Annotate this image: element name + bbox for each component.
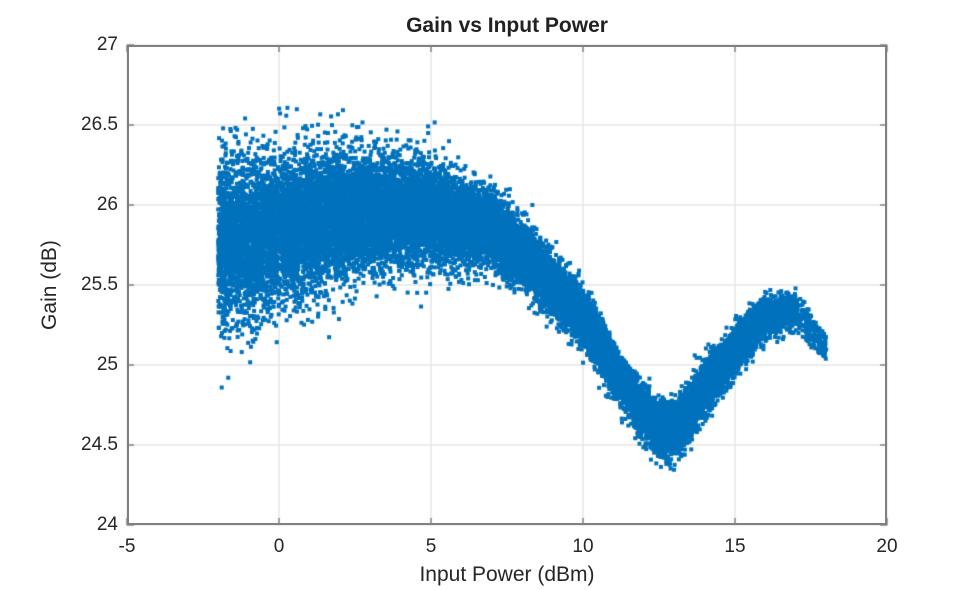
y-tick-label: 27 [96,34,118,55]
x-tick-label: 20 [876,536,898,557]
x-axis-label: Input Power (dBm) [419,563,595,586]
x-tick-label: 5 [425,536,437,557]
y-tick-label: 26.5 [81,114,118,135]
y-tick-label: 25.5 [81,274,118,295]
y-tick-label: 24 [96,514,118,535]
x-tick-label: 15 [724,536,746,557]
y-tick-label: 24.5 [81,434,118,455]
y-tick-label: 25 [96,354,118,375]
x-tick-label: 10 [572,536,594,557]
x-tick-label: -5 [118,536,136,557]
plot-area [127,45,887,525]
y-tick-label: 26 [96,194,118,215]
y-axis-label: Gain (dB) [38,240,61,330]
x-tick-label: 0 [273,536,285,557]
